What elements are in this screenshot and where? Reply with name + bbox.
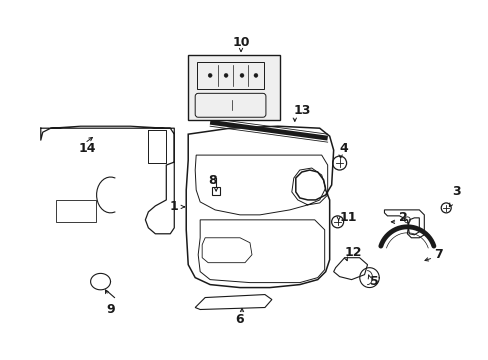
Bar [212,187,220,195]
Circle shape [224,73,227,77]
Text: 8: 8 [208,175,216,188]
Circle shape [253,73,258,77]
Text: 10: 10 [232,36,249,49]
Text: 9: 9 [106,303,115,316]
Text: 7: 7 [433,248,442,261]
Text: 4: 4 [339,141,347,155]
Text: 12: 12 [344,246,362,259]
Text: 2: 2 [399,211,407,224]
Text: 5: 5 [369,275,378,288]
Circle shape [208,73,212,77]
Text: 1: 1 [169,201,178,213]
Text: 6: 6 [235,313,244,326]
Text: 11: 11 [339,211,356,224]
Bar [188,55,279,120]
Text: 13: 13 [293,104,310,117]
Bar [56,200,95,222]
Text: 3: 3 [451,185,460,198]
Circle shape [240,73,244,77]
Text: 14: 14 [79,141,96,155]
